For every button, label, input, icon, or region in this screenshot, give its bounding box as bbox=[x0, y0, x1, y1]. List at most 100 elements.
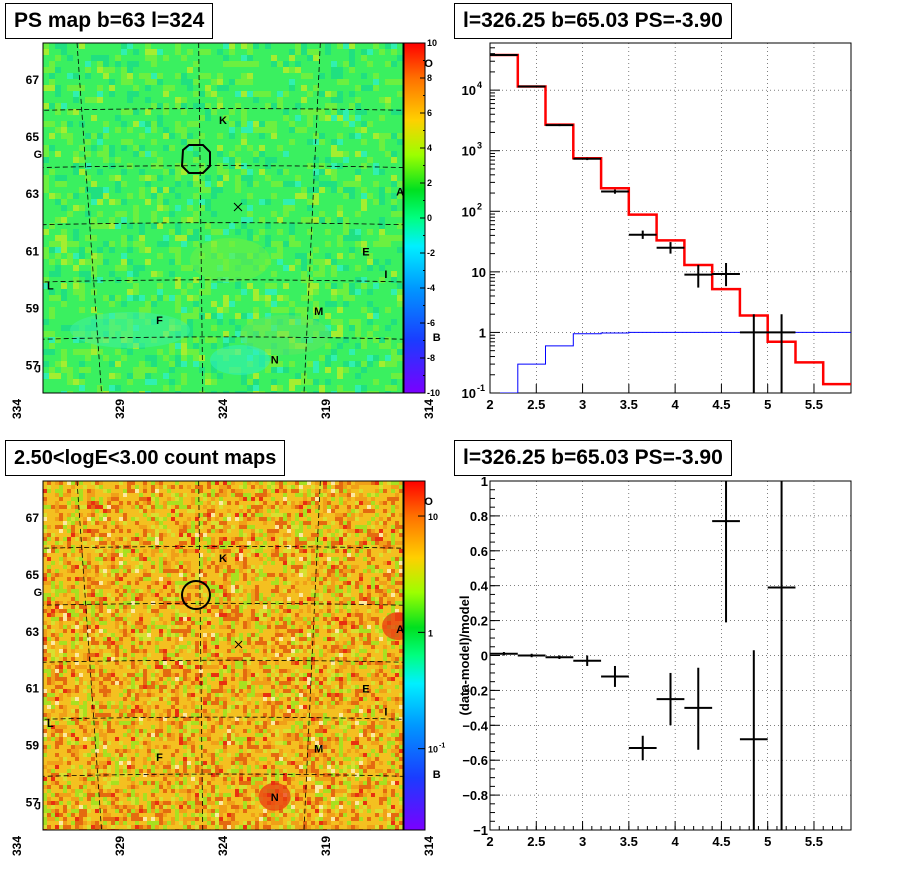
residual-y-axis-label: (data-model)/model bbox=[457, 596, 472, 716]
x-tick-label: 319 bbox=[319, 399, 333, 419]
count-map-colorbar bbox=[404, 481, 425, 830]
y-tick-label: 0.2 bbox=[470, 614, 488, 629]
spectrum-data-point bbox=[546, 124, 574, 126]
source-label-N: N bbox=[271, 355, 279, 367]
y-tick-label: 67 bbox=[26, 511, 40, 525]
spectrum-frame bbox=[490, 43, 851, 393]
x-tick-label: 329 bbox=[113, 399, 127, 419]
y-tick-label: 57 bbox=[26, 795, 40, 809]
source-label-A: A bbox=[396, 186, 404, 198]
x-tick-label: 3.5 bbox=[620, 834, 638, 849]
source-label-M: M bbox=[314, 743, 323, 755]
source-label-G: G bbox=[34, 587, 43, 599]
spectrum-data-point bbox=[573, 158, 601, 161]
y-tick-label: 10 bbox=[462, 144, 476, 159]
y-tick-label: −1 bbox=[473, 823, 488, 838]
source-label-A: A bbox=[396, 624, 404, 636]
residual-title: l=326.25 b=65.03 PS=-3.90 bbox=[454, 440, 732, 476]
y-tick-label: 61 bbox=[26, 682, 40, 696]
x-tick-label: 324 bbox=[216, 836, 230, 856]
y-tick-label: 0.6 bbox=[470, 544, 488, 559]
y-tick-label: 0.4 bbox=[470, 579, 489, 594]
y-tick-label: 0 bbox=[481, 649, 488, 664]
source-label-O: O bbox=[424, 58, 433, 70]
x-tick-label: 4.5 bbox=[712, 834, 730, 849]
x-tick-label: 5.5 bbox=[805, 834, 823, 849]
y-tick-label: −0.6 bbox=[462, 753, 488, 768]
y-tick-label: 59 bbox=[26, 739, 40, 753]
source-label-L: L bbox=[47, 718, 54, 730]
x-tick-label: 334 bbox=[10, 836, 24, 856]
x-tick-label: 319 bbox=[319, 836, 333, 856]
colorbar-tick-label: 10 bbox=[428, 745, 438, 755]
y-tick-exponent: 3 bbox=[477, 141, 482, 151]
colorbar-tick-label: 10 bbox=[427, 38, 437, 48]
y-tick-exponent: -1 bbox=[477, 383, 485, 393]
colorbar-tick-label: 6 bbox=[427, 108, 432, 118]
x-tick-label: 3 bbox=[579, 397, 586, 412]
y-tick-label: 0.8 bbox=[470, 509, 488, 524]
source-label-F: F bbox=[156, 315, 163, 327]
source-label-I: I bbox=[384, 706, 387, 718]
x-tick-label: 3 bbox=[579, 834, 586, 849]
x-tick-label: 314 bbox=[422, 399, 436, 419]
count-map-y-axis: 67 65 63 61 59 57 bbox=[26, 511, 40, 809]
colorbar-tick-label: 2 bbox=[427, 178, 432, 188]
spectrum-data-point bbox=[490, 55, 518, 56]
source-label-E: E bbox=[362, 246, 369, 258]
colorbar-tick-label: -2 bbox=[427, 248, 435, 258]
colorbar-tick-label: 10 bbox=[428, 512, 438, 522]
ps-map-x-axis: 334 329 324 319 314 bbox=[10, 399, 436, 419]
colorbar-tick-label: 1 bbox=[428, 628, 433, 638]
y-tick-label: 59 bbox=[26, 301, 40, 315]
x-tick-label: 334 bbox=[10, 399, 24, 419]
colorbar-tick-label: -6 bbox=[427, 318, 435, 328]
x-tick-label: 2 bbox=[486, 397, 493, 412]
source-label-N: N bbox=[271, 792, 279, 804]
y-tick-label: 65 bbox=[26, 568, 40, 582]
spectrum-title: l=326.25 b=65.03 PS=-3.90 bbox=[454, 3, 732, 39]
y-tick-exponent: 4 bbox=[477, 80, 482, 90]
x-tick-label: 2.5 bbox=[527, 834, 545, 849]
source-label-G: G bbox=[34, 149, 43, 161]
colorbar-tick-label: -4 bbox=[427, 283, 435, 293]
colorbar-tick-exponent: -1 bbox=[439, 743, 445, 750]
y-tick-label: 10 bbox=[462, 386, 476, 401]
spectrum-data-point bbox=[518, 86, 546, 87]
y-tick-exponent: 2 bbox=[477, 201, 482, 211]
y-tick-label: 63 bbox=[26, 187, 40, 201]
source-label-B: B bbox=[433, 769, 441, 781]
x-tick-label: 5 bbox=[764, 834, 771, 849]
colorbar-tick-label: 8 bbox=[427, 73, 432, 83]
colorbar-tick-label: -8 bbox=[427, 353, 435, 363]
y-tick-label: 67 bbox=[26, 73, 40, 87]
y-tick-label: −0.4 bbox=[462, 718, 488, 733]
source-label-E: E bbox=[362, 684, 369, 696]
ps-map-title: PS map b=63 l=324 bbox=[5, 3, 213, 39]
x-tick-label: 329 bbox=[113, 836, 127, 856]
source-label-B: B bbox=[433, 332, 441, 344]
source-label-I: I bbox=[384, 269, 387, 281]
x-tick-label: 4 bbox=[672, 397, 680, 412]
x-tick-label: 5 bbox=[764, 397, 771, 412]
x-tick-label: 4 bbox=[672, 834, 680, 849]
y-tick-label: 10 bbox=[462, 204, 476, 219]
source-label-F: F bbox=[156, 752, 163, 764]
y-tick-label: 1 bbox=[481, 474, 488, 489]
y-tick-label: −0.8 bbox=[462, 788, 488, 803]
y-tick-label: 63 bbox=[26, 625, 40, 639]
x-tick-label: 2.5 bbox=[527, 397, 545, 412]
x-tick-label: 324 bbox=[216, 399, 230, 419]
colorbar-tick-label: 4 bbox=[427, 143, 432, 153]
source-label-L: L bbox=[47, 281, 54, 293]
count-map-image bbox=[43, 481, 449, 833]
source-label-M: M bbox=[314, 306, 323, 318]
y-tick-label: 65 bbox=[26, 130, 40, 144]
